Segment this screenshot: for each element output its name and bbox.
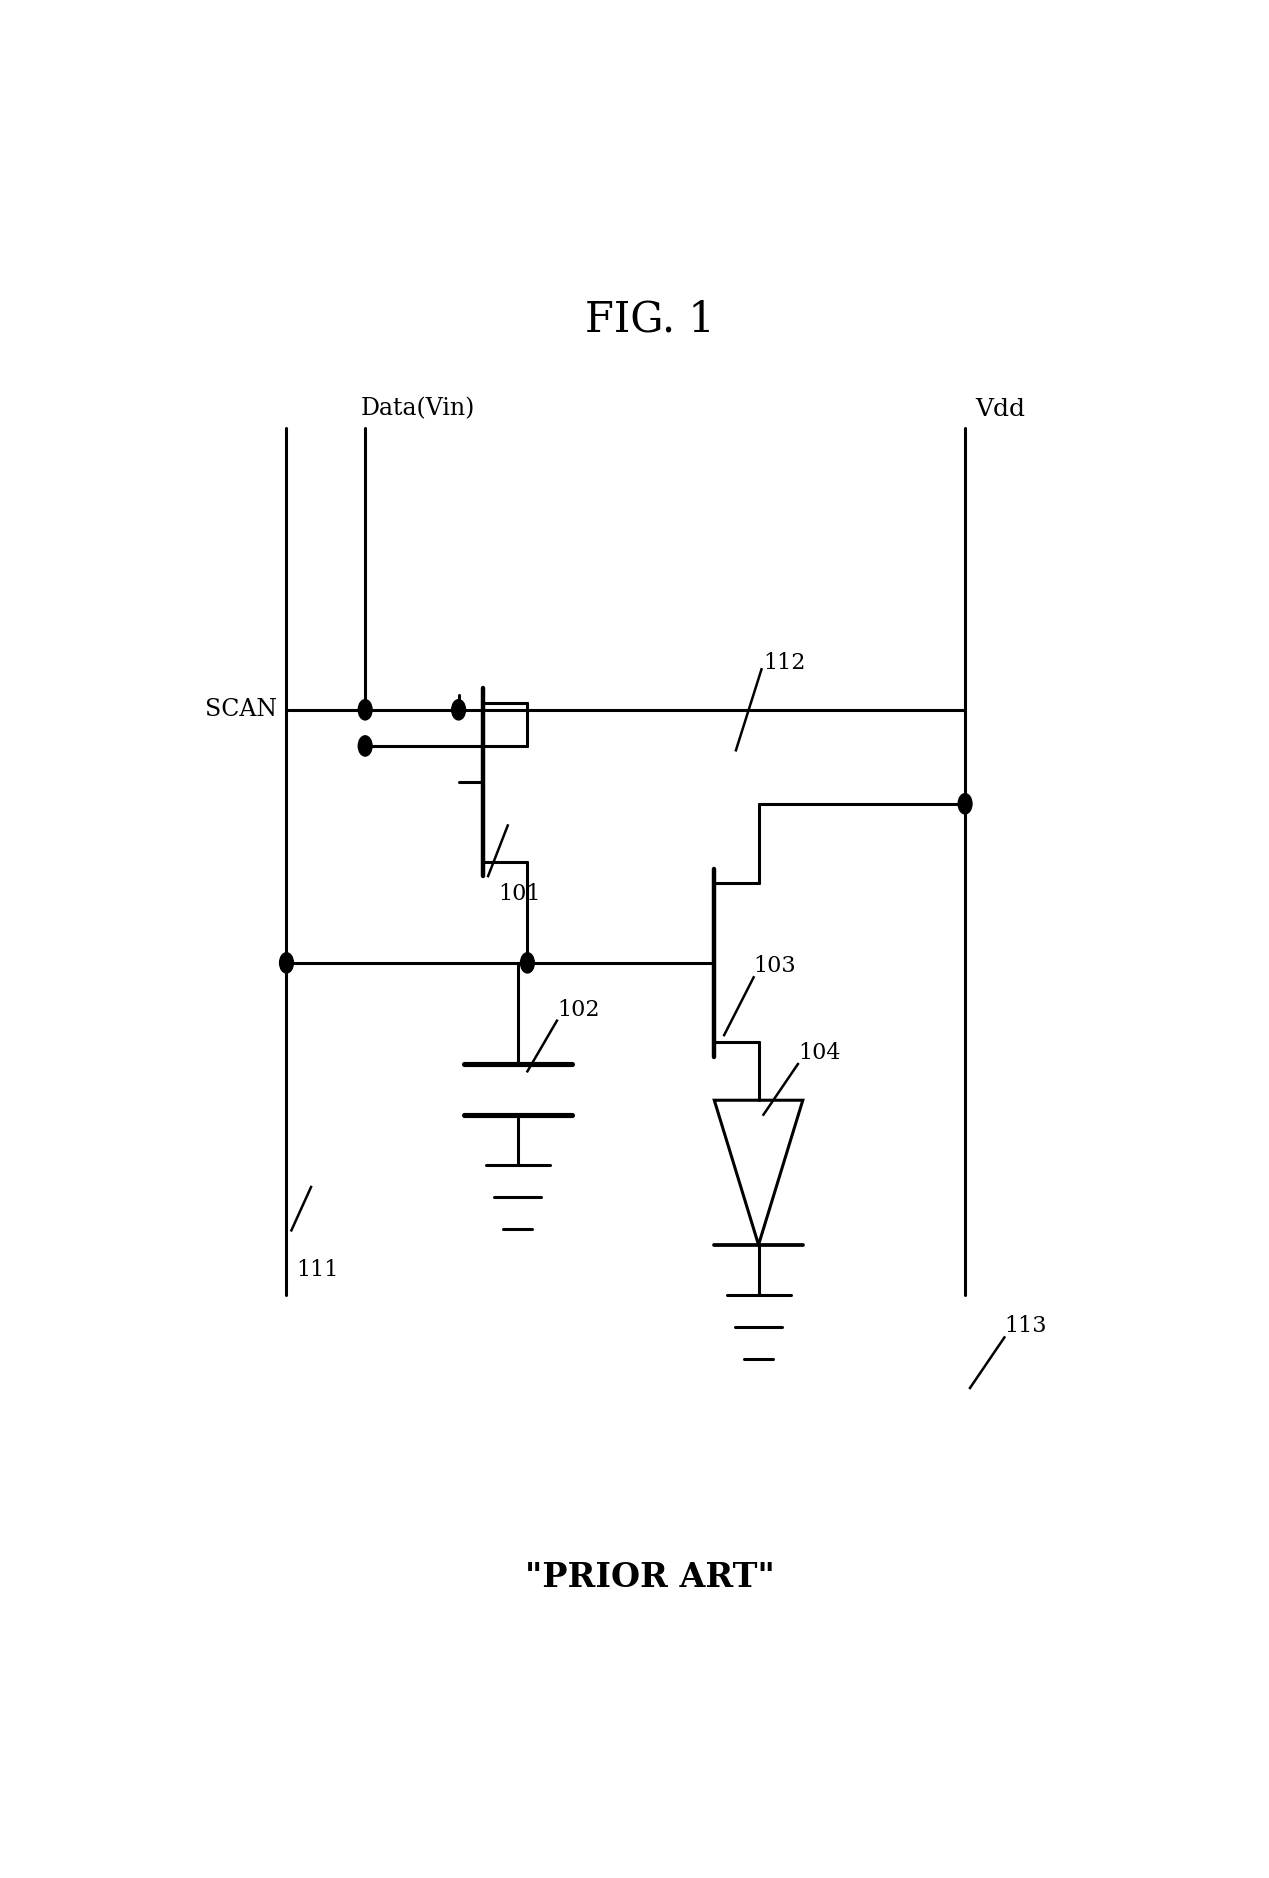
Circle shape [358, 700, 372, 719]
Text: FIG. 1: FIG. 1 [585, 299, 716, 340]
Text: Data(Vin): Data(Vin) [360, 398, 475, 421]
Circle shape [358, 736, 372, 757]
Text: Vdd: Vdd [975, 398, 1025, 421]
Text: "PRIOR ART": "PRIOR ART" [525, 1561, 775, 1594]
Text: 113: 113 [1005, 1315, 1047, 1337]
Text: 104: 104 [798, 1042, 840, 1065]
Text: 111: 111 [297, 1260, 339, 1281]
Circle shape [958, 794, 972, 813]
Circle shape [520, 952, 534, 973]
Text: 101: 101 [497, 883, 541, 905]
Circle shape [452, 700, 466, 719]
Text: 103: 103 [754, 956, 796, 977]
Text: 102: 102 [557, 999, 599, 1020]
Text: 112: 112 [764, 652, 806, 674]
Text: SCAN: SCAN [204, 699, 277, 721]
Circle shape [279, 952, 293, 973]
